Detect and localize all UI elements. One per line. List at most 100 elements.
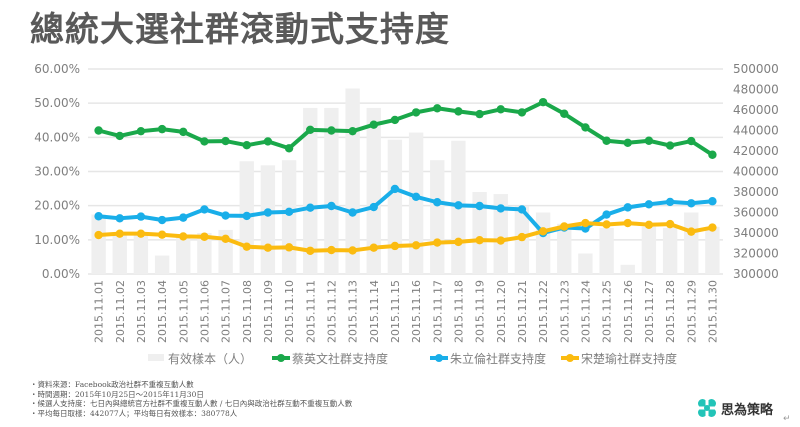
y-axis-left: 0.00% 10.00% 20.00% 30.00% 40.00% 50.00% 60.00… <box>34 62 80 281</box>
data-point <box>623 218 632 228</box>
x-tick-label: 2015.11.05 <box>177 280 190 343</box>
notes: ‧資料來源：Facebook政治社群不重複互動人數 ‧時間週期：2015年10月… <box>30 380 352 418</box>
data-point <box>242 242 251 251</box>
x-tick-label: 2015.11.15 <box>389 280 402 343</box>
data-point <box>369 243 378 252</box>
y-right-tick-label: 320000 <box>733 247 779 261</box>
x-tick-label: 2015.11.04 <box>156 280 169 343</box>
legend: 有效樣本（人） 蔡英文社群支持度 朱立倫社群支持度 宋楚瑜社群支持度 <box>148 351 677 366</box>
data-point <box>136 212 146 221</box>
data-point <box>454 107 463 116</box>
data-point <box>496 236 505 245</box>
y-right-tick-label: 300000 <box>733 267 779 281</box>
y-left-tick-label: 30.00% <box>34 165 80 179</box>
data-point <box>475 109 484 119</box>
data-point <box>665 141 675 150</box>
bar <box>493 194 508 274</box>
x-tick-label: 2015.11.03 <box>135 280 148 343</box>
data-point <box>708 150 717 159</box>
data-point <box>644 200 654 209</box>
gridlines <box>88 68 723 275</box>
data-point <box>369 202 378 212</box>
data-point <box>517 232 527 242</box>
data-point <box>454 237 463 247</box>
data-point <box>136 126 146 136</box>
y-right-tick-label: 360000 <box>733 206 779 220</box>
data-point <box>284 207 294 217</box>
x-tick-label: 2015.11.21 <box>516 280 529 343</box>
bar <box>578 253 593 274</box>
data-point <box>348 208 357 217</box>
data-point <box>157 215 167 225</box>
y-right-tick-label: 400000 <box>733 165 779 179</box>
data-point <box>221 211 230 220</box>
data-point <box>157 230 167 239</box>
data-point <box>390 241 400 251</box>
x-tick-label: 2015.11.19 <box>474 280 487 343</box>
series-line-1 <box>98 186 713 235</box>
data-point <box>602 136 611 145</box>
bar <box>620 264 635 274</box>
bar <box>324 107 339 274</box>
chart: 0.00% 10.00% 20.00% 30.00% 40.00% 50.00% 60.00… <box>34 62 779 366</box>
x-tick-label: 2015.11.08 <box>241 280 254 343</box>
x-tick-label: 2015.11.14 <box>368 280 381 343</box>
y-left-tick-label: 40.00% <box>34 130 80 144</box>
data-point <box>390 115 400 125</box>
bar <box>430 160 445 274</box>
data-point <box>200 205 209 214</box>
data-point <box>411 241 421 250</box>
data-point <box>687 199 696 208</box>
data-point <box>200 232 209 241</box>
data-point <box>454 201 463 210</box>
data-point <box>263 243 273 252</box>
bar <box>557 223 572 274</box>
y-left-tick-label: 60.00% <box>34 62 80 76</box>
data-point <box>221 234 230 244</box>
bar <box>91 214 106 274</box>
bar <box>387 139 403 274</box>
legend-swatch-marker <box>566 354 574 362</box>
x-tick-label: 2015.11.26 <box>622 280 635 343</box>
y-right-tick-label: 460000 <box>733 103 779 117</box>
data-point <box>433 104 442 113</box>
x-tick-label: 2015.11.20 <box>495 280 508 343</box>
data-point <box>369 120 378 129</box>
line-series <box>94 97 717 255</box>
x-axis: 2015.11.01 2015.11.02 2015.11.03 2015.11.04… <box>93 280 720 343</box>
x-tick-label: 2015.11.17 <box>431 280 444 343</box>
four-leaf-clover-icon <box>698 399 716 417</box>
bar <box>176 236 191 274</box>
bar <box>472 192 487 274</box>
bar <box>705 226 720 274</box>
y-right-tick-label: 440000 <box>733 124 779 138</box>
bar <box>684 212 699 274</box>
data-point <box>242 140 251 150</box>
x-tick-label: 2015.11.02 <box>114 280 127 343</box>
data-point <box>284 144 294 153</box>
x-tick-label: 2015.11.11 <box>304 280 317 343</box>
bar <box>133 235 149 274</box>
data-point <box>94 126 103 135</box>
data-point <box>179 127 188 137</box>
data-point <box>200 137 209 146</box>
bar <box>408 132 424 274</box>
legend-label: 朱立倫社群支持度 <box>450 351 546 366</box>
data-point <box>179 213 188 222</box>
data-point <box>708 197 717 206</box>
legend-swatch-marker <box>435 354 443 362</box>
data-point <box>560 109 569 118</box>
data-point <box>306 125 315 135</box>
bar <box>641 226 657 274</box>
data-point <box>136 229 146 238</box>
series-line-0 <box>98 100 714 157</box>
page-title: 總統大選社群滾動式支持度 <box>30 10 450 50</box>
data-point <box>115 131 124 141</box>
data-point <box>327 126 336 135</box>
data-point <box>665 219 675 229</box>
x-tick-label: 2015.11.01 <box>93 280 106 343</box>
x-tick-label: 2015.11.23 <box>558 280 571 343</box>
x-tick-label: 2015.11.18 <box>452 280 465 343</box>
data-point <box>644 136 654 145</box>
legend-label: 有效樣本（人） <box>168 351 252 366</box>
